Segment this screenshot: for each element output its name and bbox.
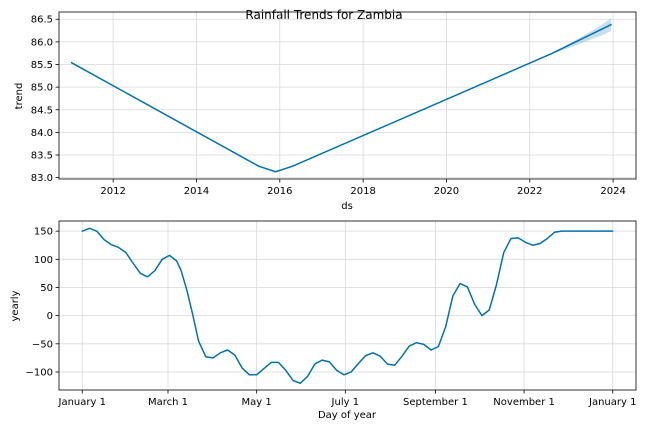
trend-y-tick-label: 86.0 xyxy=(31,37,53,48)
trend-y-tick-label: 85.5 xyxy=(31,60,53,71)
trend-y-tick-label: 83.0 xyxy=(31,173,53,184)
trend-x-tick-label: 2012 xyxy=(100,186,125,197)
trend-uncertainty-band xyxy=(550,18,612,55)
trend-x-ticks: 2012 2014 2016 2018 2020 2022 2024 xyxy=(100,179,626,197)
chart-title: Rainfall Trends for Zambia xyxy=(245,8,402,22)
yearly-x-axis-label: Day of year xyxy=(318,410,377,421)
trend-y-tick-label: 84.0 xyxy=(31,128,53,139)
yearly-y-tick-label: 100 xyxy=(34,255,53,266)
trend-x-tick-label: 2024 xyxy=(600,186,625,197)
yearly-x-tick-label: July 1 xyxy=(331,397,360,408)
yearly-panel: January 1 March 1 May 1 July 1 September 1 No… xyxy=(10,220,637,421)
yearly-series xyxy=(81,227,614,384)
yearly-x-tick-label: January 1 xyxy=(588,397,636,408)
yearly-x-tick-label: May 1 xyxy=(242,397,272,408)
trend-x-tick-label: 2018 xyxy=(350,186,375,197)
yearly-line xyxy=(81,227,614,384)
trend-line xyxy=(70,23,612,173)
trend-x-axis-label: ds xyxy=(341,201,353,212)
yearly-y-axis-label: yearly xyxy=(10,290,21,321)
trend-uncertainty-band xyxy=(550,18,612,55)
yearly-x-tick-label: November 1 xyxy=(493,397,555,408)
trend-y-tick-label: 83.5 xyxy=(31,151,53,162)
yearly-y-tick-label: −100 xyxy=(26,367,53,378)
yearly-x-tick-label: September 1 xyxy=(403,397,468,408)
trend-grid xyxy=(59,12,636,179)
trend-series xyxy=(70,23,612,173)
yearly-y-tick-label: 150 xyxy=(34,227,53,238)
yearly-y-ticks: −100 −50 0 50 100 150 xyxy=(26,227,59,378)
yearly-x-tick-label: March 1 xyxy=(148,397,188,408)
trend-panel: 2012 2014 2016 2018 2020 2022 2024 83.0 83.5 84.… xyxy=(14,11,637,212)
trend-y-tick-label: 86.5 xyxy=(31,15,53,26)
trend-x-tick-label: 2020 xyxy=(434,186,459,197)
trend-y-tick-label: 84.5 xyxy=(31,105,53,116)
trend-x-tick-label: 2014 xyxy=(184,186,209,197)
yearly-y-tick-label: −50 xyxy=(32,339,53,350)
yearly-axes-frame xyxy=(58,220,637,391)
trend-y-ticks: 83.0 83.5 84.0 84.5 85.0 85.5 86.0 86.5 xyxy=(31,15,59,184)
trend-axes-frame xyxy=(58,11,637,180)
trend-y-axis-label: trend xyxy=(14,83,25,110)
trend-x-tick-label: 2016 xyxy=(267,186,292,197)
trend-x-tick-label: 2022 xyxy=(517,186,542,197)
trend-y-tick-label: 85.0 xyxy=(31,83,53,94)
yearly-y-tick-label: 50 xyxy=(40,283,53,294)
yearly-y-tick-label: 0 xyxy=(47,311,53,322)
yearly-x-ticks: January 1 March 1 May 1 July 1 September 1 No… xyxy=(58,390,636,408)
yearly-grid xyxy=(59,221,636,390)
yearly-x-tick-label: January 1 xyxy=(58,397,106,408)
